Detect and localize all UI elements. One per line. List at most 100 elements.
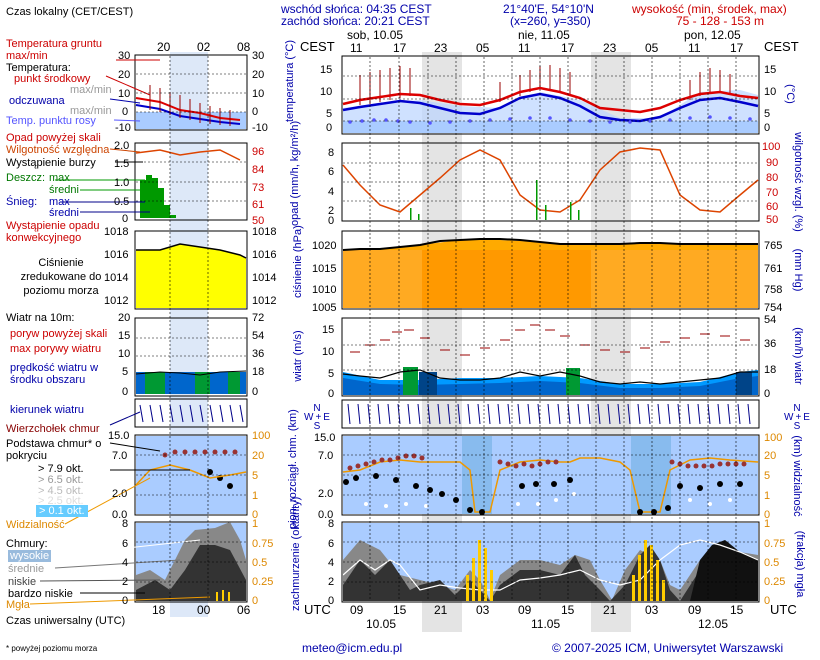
sunset-text: zachód słońca: 20:21 CEST bbox=[281, 14, 430, 28]
leg-local-tick: 02 bbox=[197, 40, 211, 54]
visibility-label: Widzialność bbox=[6, 519, 65, 531]
grid-text: (x=260, y=350) bbox=[510, 14, 591, 28]
fog-bars bbox=[466, 540, 665, 601]
leg-wind-tick-r: 36 bbox=[252, 348, 265, 360]
kmh-right-label: (km/h) wiatr bbox=[792, 327, 804, 385]
wind-tick: 0 bbox=[328, 388, 335, 400]
elevation-values: 75 - 128 - 153 m bbox=[676, 14, 765, 28]
wind-dir-label: kierunek wiatru bbox=[10, 404, 84, 416]
leg-vis-tick: 20 bbox=[252, 450, 265, 462]
cloudh-tick: 2.0 bbox=[318, 488, 334, 500]
press-tick: 1005 bbox=[312, 302, 337, 314]
vis-tick: 0 bbox=[764, 509, 771, 521]
okt-4: > 2.5 okt. bbox=[38, 495, 84, 507]
snow-max-label: max bbox=[49, 196, 70, 208]
storm-label: Wystąpienie burzy bbox=[6, 157, 96, 169]
high-clouds-label: wysokie bbox=[8, 550, 52, 562]
wind-axis-label: wiatr (m/s) bbox=[292, 330, 304, 382]
rain-label: Deszcz: bbox=[6, 172, 46, 184]
leg-ch-tick: 0.0 bbox=[112, 509, 128, 521]
compass-icon: N W + E S bbox=[304, 403, 330, 432]
utc-label-right: UTC bbox=[770, 602, 797, 617]
leg-wind-tick: 0 bbox=[122, 386, 129, 398]
precip-axis-label: opad (mm/h, kg/m²/h) bbox=[289, 120, 301, 226]
temp-tick: 0 bbox=[326, 122, 333, 134]
vlow-clouds-label: bardzo niskie bbox=[8, 588, 73, 600]
temp-tick-r: 0 bbox=[764, 122, 771, 134]
contact-email-link[interactable]: meteo@icm.edu.pl bbox=[302, 641, 403, 655]
cloud-low-area bbox=[343, 545, 758, 601]
leg-wind-tick: 20 bbox=[118, 312, 131, 324]
leg-cc-tick: 8 bbox=[122, 518, 129, 530]
cloudh-tick: 0.0 bbox=[318, 509, 334, 521]
leg-fog-tick: 0.25 bbox=[252, 576, 274, 588]
temp-tick-r: 15 bbox=[764, 64, 777, 76]
leg-fog-tick: 0 bbox=[252, 595, 259, 607]
leg-temp-tick-r: 20 bbox=[252, 69, 265, 81]
leg-temp-tick-r: 30 bbox=[252, 50, 265, 62]
leg-vis-tick: 5 bbox=[252, 470, 259, 482]
leg-precip-tick: 2.0 bbox=[114, 140, 130, 152]
day-label: sob, 10.05 bbox=[347, 28, 404, 42]
fogfrac-tick: 0.25 bbox=[764, 576, 786, 588]
utc-tick: 09 bbox=[350, 603, 364, 617]
wind-speed-label: prędkość wiatru w środku obszaru bbox=[10, 362, 99, 386]
rh-tick: 90 bbox=[766, 157, 779, 169]
utc-time-label: Czas uniwersalny (UTC) bbox=[6, 615, 126, 627]
temp-tick-r: 10 bbox=[764, 86, 777, 98]
pressure-line bbox=[342, 238, 758, 251]
cloudh-tick: 7.0 bbox=[318, 450, 334, 462]
leg-temp-tick-r: 0 bbox=[252, 106, 259, 118]
cloudh-tick: 15.0 bbox=[314, 432, 336, 444]
cloud-top-dots bbox=[347, 453, 747, 471]
wind-tick: 5 bbox=[328, 368, 335, 380]
leg-vis-tick: 0 bbox=[252, 509, 259, 521]
utc-tick: 15 bbox=[561, 603, 575, 617]
leg-press-tick-r: 1018 bbox=[252, 226, 277, 238]
mmhg-tick: 758 bbox=[764, 284, 783, 296]
rh-right-label: wilgotność wzgl. (%) bbox=[792, 132, 804, 232]
vis-right-label: (km) widzialność bbox=[791, 435, 803, 517]
leg-cc-tick: 6 bbox=[122, 538, 129, 550]
leg-local-tick: 20 bbox=[157, 40, 171, 54]
leg-rh-tick: 96 bbox=[252, 146, 265, 158]
leg-vis-tick: 1 bbox=[252, 490, 259, 502]
copyright-text: © 2007-2025 ICM, Uniwersytet Warszawski bbox=[552, 641, 784, 655]
temp-mid-line bbox=[342, 86, 759, 114]
leg-ch-tick: 2.0 bbox=[112, 488, 128, 500]
leg-temp-tick: 10 bbox=[118, 88, 131, 100]
kmh-tick: 0 bbox=[764, 388, 771, 400]
utc-tick: 21 bbox=[603, 603, 617, 617]
utc-day: 10.05 bbox=[366, 617, 397, 631]
rain-mid-label: średni bbox=[49, 184, 79, 196]
press-tick: 1010 bbox=[312, 284, 337, 296]
day-label: nie, 11.05 bbox=[518, 28, 570, 42]
precip-tick: 6 bbox=[328, 166, 335, 178]
cover-tick: 6 bbox=[328, 538, 335, 550]
wind-tick: 10 bbox=[322, 346, 335, 358]
leg-press-tick-r: 1016 bbox=[252, 249, 277, 261]
utc-day: 11.05 bbox=[531, 617, 561, 631]
vis-tick: 5 bbox=[764, 470, 771, 482]
vis-tick: 100 bbox=[764, 432, 783, 444]
gust-label: max porywy wiatru bbox=[10, 343, 102, 355]
temp-tick: 15 bbox=[320, 64, 333, 76]
leg-precip-tick: 0.5 bbox=[114, 196, 130, 208]
local-tick: 17 bbox=[393, 41, 407, 55]
cover-tick: 4 bbox=[328, 557, 335, 569]
fogfrac-tick: 1 bbox=[764, 518, 771, 530]
cloud-top-label: Wierzchołek chmur bbox=[6, 423, 100, 435]
fog-right-label: (frakcja) mgła bbox=[794, 530, 806, 598]
fogfrac-tick: 0.75 bbox=[764, 538, 786, 550]
leg-rh-tick: 61 bbox=[252, 199, 265, 211]
cover-tick: 0 bbox=[328, 595, 335, 607]
leg-utc-tick: 18 bbox=[152, 603, 166, 617]
temp-feelmm-label: max/min bbox=[70, 105, 112, 117]
leg-local-tick: 08 bbox=[237, 40, 251, 54]
leg-wind-tick: 5 bbox=[122, 366, 129, 378]
precip-over-label: Opad powyżej skali bbox=[6, 132, 101, 144]
precip-bars bbox=[410, 180, 580, 220]
precip-tick: 8 bbox=[328, 147, 335, 159]
soil-temp-label: Temperatura gruntu max/min bbox=[6, 38, 102, 62]
kmh-tick: 18 bbox=[764, 364, 777, 376]
